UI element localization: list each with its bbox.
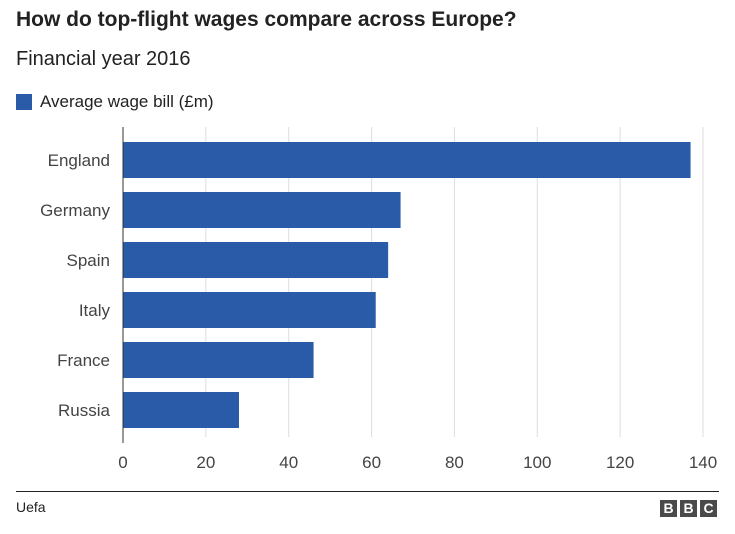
legend-label: Average wage bill (£m): [40, 92, 214, 111]
category-label: Russia: [58, 401, 111, 420]
bar-russia: [123, 392, 239, 428]
legend: Average wage bill (£m): [16, 92, 214, 112]
footer-divider: [16, 491, 719, 492]
x-tick-label: 20: [196, 453, 215, 472]
chart-title: How do top-flight wages compare across E…: [16, 8, 517, 31]
x-tick-label: 40: [279, 453, 298, 472]
chart-subtitle: Financial year 2016: [16, 48, 191, 70]
x-tick-label: 100: [523, 453, 551, 472]
bar-chart: 0 20 40 60 80 100 120 140 England Germany Spain Ita…: [40, 127, 717, 472]
bar-germany: [123, 192, 401, 228]
bar-england: [123, 142, 691, 178]
legend-swatch: [16, 94, 32, 110]
bar-spain: [123, 242, 389, 278]
source-label: Uefa: [16, 499, 46, 515]
category-label: Italy: [79, 301, 111, 320]
bbc-logo: B B C: [660, 500, 717, 517]
bbc-logo-letter-3: C: [700, 500, 717, 517]
x-tick-label: 140: [689, 453, 717, 472]
x-tick-label: 80: [445, 453, 464, 472]
category-label: Germany: [40, 201, 110, 220]
bar-france: [123, 342, 314, 378]
bbc-logo-letter-2: B: [680, 500, 697, 517]
x-tick-label: 120: [606, 453, 634, 472]
bbc-logo-letter-1: B: [660, 500, 677, 517]
x-tick-label: 0: [118, 453, 127, 472]
bar-italy: [123, 292, 376, 328]
category-label: Spain: [67, 251, 110, 270]
category-label: England: [48, 151, 110, 170]
category-label: France: [57, 351, 110, 370]
x-tick-label: 60: [362, 453, 381, 472]
